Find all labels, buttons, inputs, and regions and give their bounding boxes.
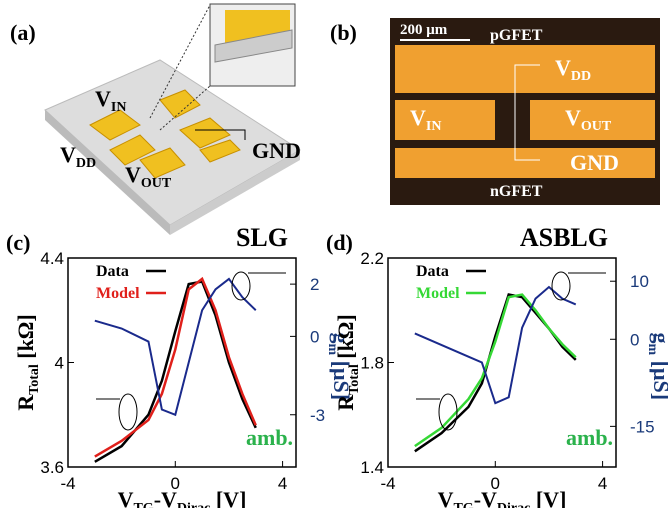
axis-label: RTotal [kΩ]: [333, 314, 362, 411]
label-part: V: [118, 487, 134, 508]
label-part: Total: [347, 364, 362, 395]
y2-tick-label: -3: [310, 406, 325, 425]
axis-pointer: [439, 394, 457, 430]
y-tick-label: 2.2: [360, 249, 384, 268]
label: GND: [252, 138, 301, 163]
y-tick-label: 1.8: [360, 354, 384, 373]
scale-label: 200 μm: [400, 22, 448, 38]
panel-label: (a): [10, 20, 36, 45]
axis-label: VTG-VDirac [V]: [118, 487, 247, 508]
label-part: -V: [474, 487, 497, 508]
panel-label: (d): [326, 230, 353, 255]
y-tick-label: 4: [55, 354, 64, 373]
legend-label: Data: [96, 263, 129, 280]
y-tick-label: 4.4: [40, 249, 64, 268]
label: GND: [570, 150, 619, 175]
label-part: [V]: [530, 487, 566, 508]
label-part: -V: [154, 487, 177, 508]
axis-pointer: [552, 272, 570, 300]
series-line: [95, 279, 256, 457]
annotation: amb.: [246, 425, 293, 450]
label-part: TG: [453, 501, 473, 508]
y2-tick-label: 10: [630, 272, 649, 291]
label-part: Dirac: [177, 501, 210, 508]
y-tick-label: 3.6: [40, 458, 64, 477]
label-part: [kΩ]: [333, 314, 358, 364]
label: pGFET: [490, 27, 543, 44]
label-part: R: [333, 394, 358, 411]
y2-tick-label: 0: [630, 330, 639, 349]
label-part: V: [438, 487, 454, 508]
annotation: amb.: [566, 425, 613, 450]
label-part: [μS]: [649, 355, 668, 400]
series-line: [415, 295, 576, 447]
y-tick-label: 1.4: [360, 458, 384, 477]
series-line: [95, 282, 256, 462]
panel-label: (b): [330, 20, 357, 45]
y2-tick-label: 0: [310, 327, 319, 346]
label-part: [kΩ]: [13, 314, 38, 364]
chart-title: ASBLG: [520, 223, 608, 252]
series-line: [415, 295, 576, 452]
axis-label: gm [μS]: [645, 333, 668, 401]
y2-tick-label: 2: [310, 275, 319, 294]
legend-label: Model: [416, 285, 460, 302]
label-part: TG: [133, 501, 153, 508]
y2-tick-label: -15: [630, 417, 655, 436]
x-tick-label: 4: [278, 474, 287, 493]
axis-label: VTG-VDirac [V]: [438, 487, 567, 508]
axis-label: RTotal [kΩ]: [13, 314, 42, 411]
axis-pointer: [119, 394, 137, 430]
label-part: Total: [27, 364, 42, 395]
label: nGFET: [490, 183, 543, 200]
legend-label: Data: [416, 263, 449, 280]
chart-title: SLG: [236, 223, 288, 252]
legend-label: Model: [96, 285, 140, 302]
label-part: Dirac: [497, 501, 530, 508]
figure: (a) VIN VDD VOUT GND (b) 200 μm pGFET nG…: [0, 0, 668, 508]
x-tick-label: 4: [598, 474, 607, 493]
label-part: m: [645, 344, 660, 356]
label-part: R: [13, 394, 38, 411]
label-part: g: [649, 333, 668, 344]
panel-label: (c): [6, 230, 30, 255]
label-part: [V]: [210, 487, 246, 508]
